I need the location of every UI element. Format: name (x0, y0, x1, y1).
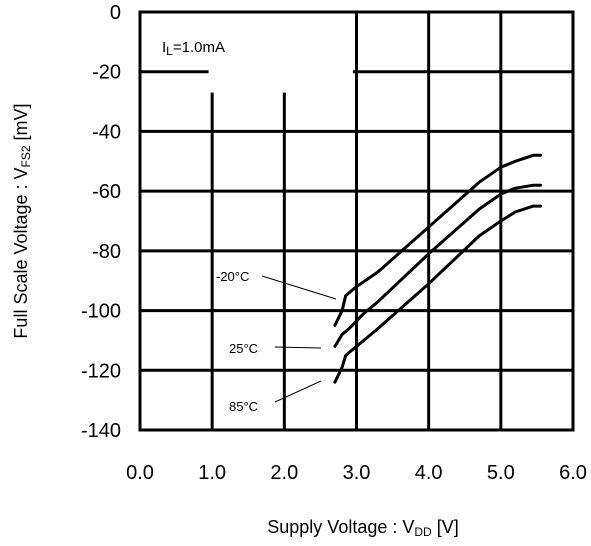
x-tick-label: 3.0 (343, 462, 371, 484)
curves (333, 153, 542, 384)
gridlines (140, 12, 573, 430)
series-label: -20°C (216, 269, 249, 284)
y-tick-label: -140 (81, 420, 121, 442)
y-tick-label: -100 (81, 301, 121, 323)
leader-line (274, 380, 322, 403)
x-tick-label: 6.0 (559, 462, 587, 484)
series-label: 25°C (229, 341, 258, 356)
y-tick-label: -120 (81, 360, 121, 382)
series-line (333, 183, 542, 348)
x-tick-labels: 0.0 1.0 2.0 3.0 4.0 5.0 6.0 (126, 462, 587, 484)
series-label: 85°C (229, 399, 258, 414)
x-tick-label: 4.0 (415, 462, 443, 484)
series-line (333, 204, 542, 384)
y-axis-label: Full Scale Voltage : VFS2 [mV] (11, 103, 33, 338)
y-tick-label: 0 (110, 2, 121, 24)
x-tick-label: 1.0 (198, 462, 226, 484)
x-axis-label: Supply Voltage : VDD [V] (267, 517, 458, 539)
x-tick-label: 0.0 (126, 462, 154, 484)
x-tick-label: 5.0 (487, 462, 515, 484)
y-tick-label: -20 (92, 62, 121, 84)
y-tick-label: -80 (92, 241, 121, 263)
plot-frame (138, 10, 575, 432)
series-leaders: -20°C 25°C 85°C (216, 269, 337, 414)
y-tick-label: -60 (92, 181, 121, 203)
series-line (333, 153, 542, 327)
y-tick-labels: 0 -20 -40 -60 -80 -100 -120 -140 (81, 2, 121, 442)
x-tick-label: 2.0 (270, 462, 298, 484)
leader-line (261, 275, 337, 300)
y-tick-label: -40 (92, 121, 121, 143)
condition-annotation: IL=1.0mA (162, 39, 225, 58)
leader-line (274, 346, 322, 349)
